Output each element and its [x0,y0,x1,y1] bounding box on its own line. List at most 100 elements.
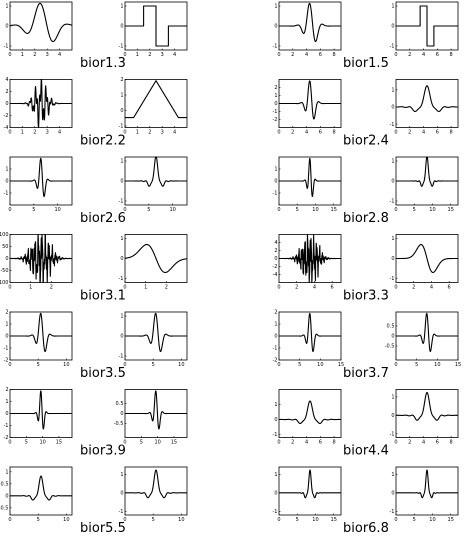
wavelet-curve [395,391,459,421]
y-tick-label: -1 [390,199,395,205]
panel-frame [395,79,459,128]
y-tick-label: 0 [274,491,277,497]
x-tick-label: 6 [319,52,322,58]
y-tick-label: 2 [5,310,8,316]
x-tick-label: 8 [450,440,453,446]
y-tick-label: 0 [274,256,277,262]
x-tick-label: 10 [170,207,176,213]
wavelet-label: bior5.5 [80,521,126,536]
x-tick-label: 4 [58,52,61,58]
y-tick-label: -2 [273,117,278,123]
y-tick-label: -1 [273,346,278,352]
x-tick-label: 2 [295,285,298,291]
wavelet-curve [395,469,459,499]
panel-4-0: 0 5 10 -1 0 1 [4,156,73,213]
x-tick-label: 0 [394,207,397,213]
x-tick-label: 15 [331,207,337,213]
y-tick-label: 0 [274,334,277,340]
wavelet-label: bior2.2 [80,134,126,149]
x-tick-label: 4 [430,285,433,291]
x-tick-label: 0 [277,130,280,136]
x-tick-label: 6 [436,52,439,58]
y-tick-label: 100 [0,232,9,238]
x-tick-label: 0 [8,440,11,446]
y-tick-label: 1 [120,236,123,242]
x-tick-label: 0 [394,130,397,136]
y-tick-label: 1 [5,167,8,173]
y-tick-label: 0 [120,491,123,497]
wavelet-label: bior2.6 [80,211,126,226]
wavelet-curve [124,390,188,430]
x-tick-label: 6 [319,440,322,446]
x-tick-label: 15 [331,517,337,523]
y-tick-label: 0 [5,494,8,500]
y-tick-label: -1 [390,509,395,515]
y-tick-label: -1 [273,44,278,50]
wavelet-curve [278,80,342,120]
x-tick-label: 8 [333,130,336,136]
x-tick-label: 0 [394,52,397,58]
x-tick-label: 0 [277,362,280,368]
wavelet-curve [395,85,459,112]
x-tick-label: 15 [455,362,461,368]
panel-frame [278,466,342,516]
x-tick-label: 10 [39,440,45,446]
y-tick-label: 0 [120,334,123,340]
panel-6-1: 0 1 2 -1 0 1 [119,234,188,291]
y-tick-label: 0 [5,24,8,30]
x-tick-label: 4 [422,130,425,136]
wavelet-curve [278,2,342,43]
wavelet-curve [124,312,188,353]
wavelet-label: bior4.4 [343,444,389,459]
panel-frame [395,389,459,438]
y-tick-label: -1 [4,44,9,50]
panel-frame [124,466,188,516]
x-tick-label: 8 [450,52,453,58]
panel-7-1: 0 2 4 6 -1 0 1 [390,234,459,291]
panel-frame [278,389,342,438]
y-tick-label: 0 [120,179,123,185]
x-tick-label: 0 [123,285,126,291]
x-tick-label: 5 [298,362,301,368]
y-tick-label: -100 [0,280,9,286]
x-tick-label: 0 [394,285,397,291]
y-tick-label: -1 [390,276,395,282]
panel-7-0: 0 2 4 6 -4 -2 0 2 4 [273,233,342,291]
y-tick-label: 50 [2,244,8,250]
wavelet-curve [9,233,73,284]
y-tick-label: -1 [119,509,124,515]
x-tick-label: 8 [333,52,336,58]
panel-2-0: 0 1 2 3 4 -4 -2 0 2 4 [4,77,73,136]
x-tick-label: 5 [152,362,155,368]
x-tick-label: 2 [408,130,411,136]
x-tick-label: 5 [25,440,28,446]
y-tick-label: 0 [5,256,8,262]
x-tick-label: 0 [123,52,126,58]
x-tick-label: 5 [415,362,418,368]
x-tick-label: 10 [63,362,69,368]
x-tick-label: 2 [291,52,294,58]
panel-12-0: 0 5 10 -0.5 0 0.5 1 [0,466,73,523]
x-tick-label: 5 [37,517,40,523]
x-tick-label: 0 [123,130,126,136]
y-tick-label: 1 [120,314,123,320]
y-tick-label: -50 [0,268,8,274]
y-tick-label: -4 [273,272,278,278]
panel-0-0: 0 1 2 3 4 -1 0 1 [4,1,73,58]
y-tick-label: 1 [274,322,277,328]
wavelet-curve [9,475,73,501]
x-tick-label: 0 [123,207,126,213]
y-tick-label: 0 [120,24,123,30]
y-tick-label: 1 [391,87,394,93]
x-tick-label: 4 [305,52,308,58]
y-tick-label: 0 [274,101,277,107]
x-tick-label: 10 [178,362,184,368]
panel-5-0: 0 5 10 15 -1 0 1 [273,156,342,213]
y-tick-label: -2 [4,358,9,364]
y-tick-label: 0 [120,108,123,114]
x-tick-label: 0 [123,517,126,523]
x-tick-label: 0 [394,362,397,368]
panel-frame [395,466,459,516]
